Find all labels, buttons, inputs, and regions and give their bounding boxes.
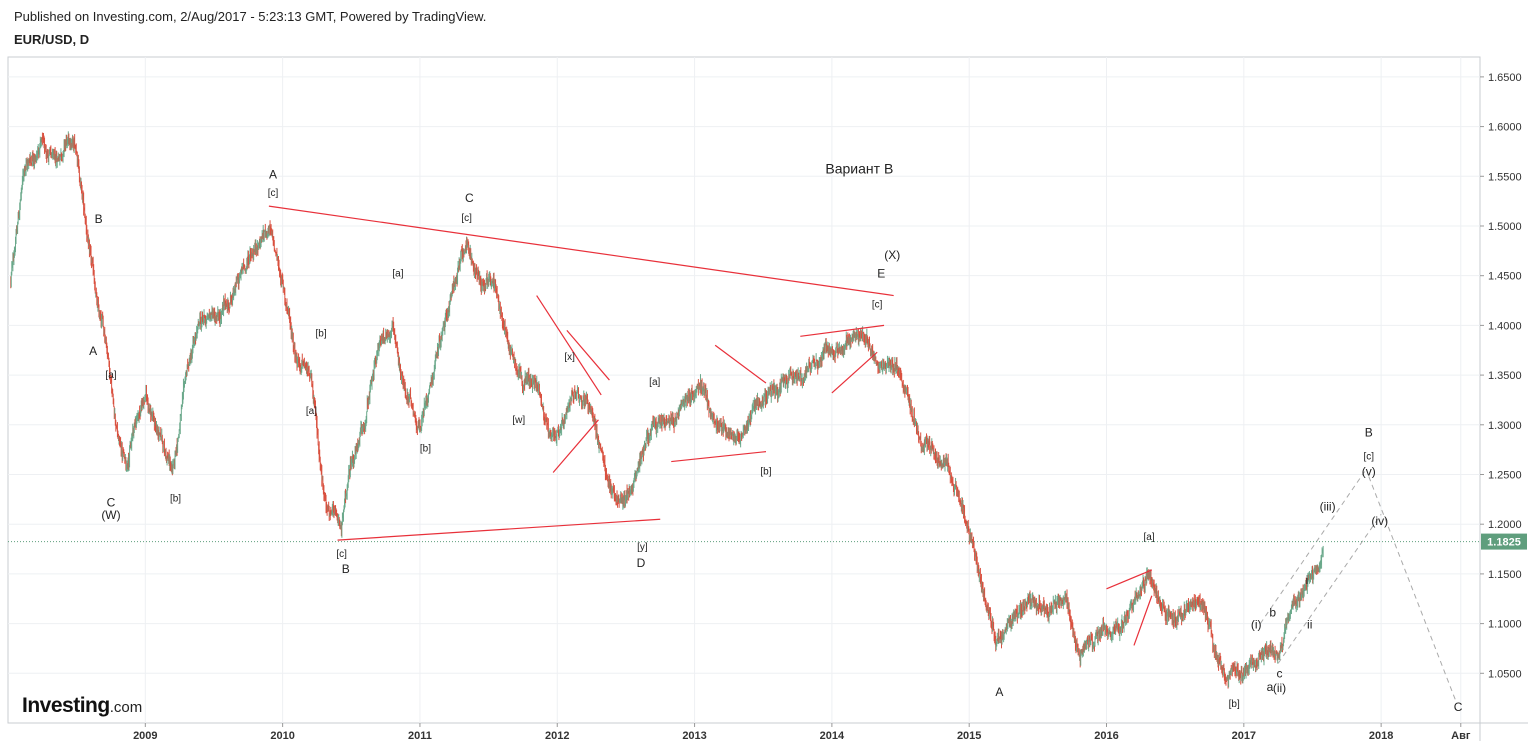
axes: 1.0500 1.1000 1.1500 1.2000 1.2500 1.3000 1.35… xyxy=(8,72,1527,742)
wave-label: [a] xyxy=(1144,532,1155,543)
chart-title: Вариант B xyxy=(825,160,893,176)
wave-label: A xyxy=(269,167,277,181)
wave-label: [c] xyxy=(1363,452,1374,463)
wave-label: [a] xyxy=(392,269,403,280)
wave-label: [a] xyxy=(306,406,317,417)
plot-frame xyxy=(7,56,1481,724)
wave-label: [b] xyxy=(760,466,771,477)
y-tick-label: 1.4000 xyxy=(1488,320,1522,332)
y-tick-label: 1.3000 xyxy=(1488,420,1522,432)
wave-label: [b] xyxy=(170,493,181,504)
wave-label: [w] xyxy=(512,415,525,426)
y-tick-label: 1.1500 xyxy=(1488,569,1522,581)
y-tick-label: 1.6000 xyxy=(1488,122,1522,134)
wave-label: D xyxy=(637,556,646,570)
trendline xyxy=(552,419,599,473)
wave-label: (W) xyxy=(101,508,120,522)
candles xyxy=(10,131,1324,689)
wave-label: [y] xyxy=(637,542,648,553)
trendline xyxy=(714,344,767,384)
y-tick-label: 1.5000 xyxy=(1488,221,1522,233)
wave-label: (iii) xyxy=(1320,499,1336,513)
x-tick-label: 2015 xyxy=(957,730,981,742)
x-tick-label: 2012 xyxy=(545,730,569,742)
x-tick-label: Авг xyxy=(1451,730,1471,742)
trendline xyxy=(671,451,767,463)
wave-label: (ii) xyxy=(1273,681,1286,695)
trendline xyxy=(337,518,661,541)
x-tick-label: 2017 xyxy=(1232,730,1256,742)
y-tick-label: 1.3500 xyxy=(1488,370,1522,382)
wave-label: [c] xyxy=(461,213,472,224)
trendline xyxy=(566,329,610,381)
wave-label: C xyxy=(465,191,474,205)
wave-label: C xyxy=(1454,700,1463,714)
trendlines xyxy=(268,205,1153,646)
wave-label: [b] xyxy=(316,328,327,339)
y-tick-label: 1.1000 xyxy=(1488,619,1522,631)
wave-label: [a] xyxy=(649,377,660,388)
wave-label: [c] xyxy=(336,549,347,560)
projection-lines xyxy=(1259,471,1458,704)
wave-label: A xyxy=(89,344,97,358)
wave-label: [b] xyxy=(1229,699,1240,710)
trendline xyxy=(1133,595,1153,646)
x-tick-label: 2011 xyxy=(408,730,432,742)
wave-label: E xyxy=(877,267,885,281)
trendline xyxy=(536,295,602,396)
wave-label: [c] xyxy=(872,299,883,310)
current-price-tag xyxy=(1481,533,1527,550)
wave-label: (v) xyxy=(1362,464,1376,478)
x-tick-label: 2018 xyxy=(1369,730,1393,742)
grid-lines xyxy=(8,57,1480,723)
investing-logo: Investing.com xyxy=(22,694,142,718)
y-tick-label: 1.0500 xyxy=(1488,668,1522,680)
projection-line xyxy=(1368,476,1458,704)
y-tick-label: 1.5500 xyxy=(1488,171,1522,183)
wave-label: B xyxy=(342,562,350,576)
wave-label: C xyxy=(107,495,116,509)
logo-suffix: .com xyxy=(109,699,143,716)
published-info: Published on Investing.com, 2/Aug/2017 -… xyxy=(14,9,487,24)
y-tick-label: 1.2500 xyxy=(1488,469,1522,481)
projection-line xyxy=(1277,513,1382,664)
x-tick-label: 2009 xyxy=(133,730,157,742)
current-price-label: 1.1825 xyxy=(1487,537,1521,549)
wave-label: (i) xyxy=(1251,618,1262,632)
wave-label: a xyxy=(1267,680,1274,694)
trendline xyxy=(831,351,878,394)
wave-label: A xyxy=(995,685,1003,699)
wave-label: B xyxy=(95,212,103,226)
x-tick-label: 2016 xyxy=(1094,730,1118,742)
x-tick-label: 2014 xyxy=(820,730,845,742)
wave-label: [x] xyxy=(564,352,575,363)
y-tick-label: 1.6500 xyxy=(1488,72,1522,84)
trendline xyxy=(800,324,885,337)
wave-label: B xyxy=(1365,426,1373,440)
wave-label: (iv) xyxy=(1371,514,1388,528)
trendline xyxy=(1106,569,1153,590)
wave-label: [a] xyxy=(105,370,116,381)
wave-label: b xyxy=(1269,606,1276,620)
wave-labels: BA[a]C(W)[b]A[c][b][a][c]B[a][b]C[c][w][… xyxy=(89,160,1463,714)
wave-label: [b] xyxy=(420,444,431,455)
logo-brand: Investing xyxy=(22,694,110,717)
y-tick-label: 1.4500 xyxy=(1488,271,1522,283)
y-tick-label: 1.2000 xyxy=(1488,519,1522,531)
wave-label: c xyxy=(1277,666,1283,680)
symbol-title: EUR/USD, D xyxy=(14,32,90,47)
projection-line xyxy=(1259,471,1366,624)
x-tick-label: 2010 xyxy=(270,730,294,742)
wave-label: [c] xyxy=(268,188,279,199)
wave-label: i xyxy=(1306,573,1309,587)
wave-label: (X) xyxy=(884,248,900,262)
trendline xyxy=(268,205,894,297)
wave-label: ii xyxy=(1307,618,1312,632)
x-tick-label: 2013 xyxy=(682,730,706,742)
